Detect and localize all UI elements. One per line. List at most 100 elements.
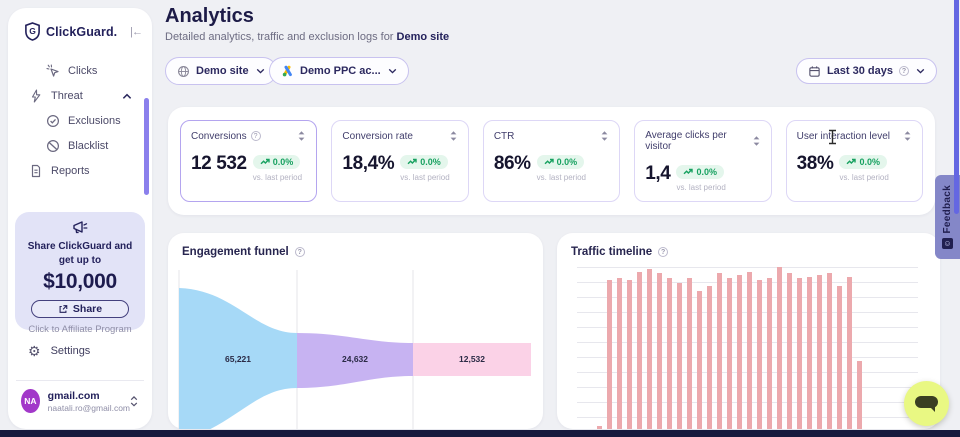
- traffic-bar: [627, 279, 632, 429]
- site-selector-label: Demo site: [196, 65, 249, 77]
- traffic-bar: [667, 278, 672, 429]
- sidebar-scrollbar[interactable]: [144, 98, 149, 195]
- kpi-change-value: 0.0%: [272, 157, 294, 167]
- trend-up-icon: [544, 158, 554, 166]
- site-selector[interactable]: Demo site: [165, 57, 277, 85]
- traffic-bar: [817, 275, 822, 429]
- promo-amount: $10,000: [43, 270, 117, 293]
- traffic-bar: [747, 271, 752, 429]
- metric-sort-icon[interactable]: [903, 130, 912, 142]
- user-name: gmail.com: [47, 389, 100, 402]
- chat-launcher-button[interactable]: [904, 381, 949, 426]
- google-ads-icon: [281, 65, 294, 77]
- traffic-bar: [677, 283, 682, 429]
- kpi-value: 38%: [796, 153, 834, 174]
- page-subtitle: Detailed analytics, traffic and exclusio…: [165, 31, 450, 43]
- info-icon[interactable]: ?: [899, 66, 909, 76]
- block-circle-icon: [46, 139, 60, 153]
- traffic-bar: [727, 278, 732, 429]
- chevron-down-icon: [388, 68, 397, 74]
- traffic-bar: [687, 278, 692, 429]
- kpi-change-note: vs. last period: [400, 173, 450, 182]
- chevron-up-icon[interactable]: [122, 93, 132, 100]
- traffic-bar: [607, 279, 612, 429]
- sidebar-item-label: Reports: [51, 165, 90, 177]
- traffic-bar: [697, 291, 702, 429]
- metric-sort-icon[interactable]: [449, 130, 458, 142]
- kpi-change-note: vs. last period: [536, 173, 586, 182]
- sidebar-item-label: Threat: [51, 90, 83, 102]
- kpi-change-value: 0.0%: [859, 157, 880, 167]
- info-icon[interactable]: ?: [250, 131, 261, 141]
- kpi-change-badge: 0.0%: [839, 155, 887, 169]
- metric-sort-icon[interactable]: [752, 135, 761, 147]
- funnel-stage-clicks: [297, 333, 413, 388]
- kpi-change-value: 0.0%: [556, 157, 578, 167]
- kpi-card-average-clicks-per-visitor[interactable]: Average clicks per visitor 1,4 0.0% vs. las…: [634, 120, 772, 202]
- kpi-change-badge: 0.0%: [252, 155, 301, 169]
- date-range-selector[interactable]: Last 30 days ?: [795, 58, 937, 84]
- traffic-bar: [657, 273, 662, 429]
- traffic-bar: [597, 425, 602, 429]
- megaphone-icon: [71, 219, 89, 235]
- user-account-selector[interactable]: NA gmail.com naatali.ro@gmail.com: [21, 389, 144, 413]
- kpi-card-conversions[interactable]: Conversions? 12 532 0.0% vs. last period: [180, 120, 318, 202]
- traffic-bar: [637, 271, 642, 429]
- kpi-card-user-interaction-level[interactable]: User interaction level 38% 0.0% vs. last pe…: [785, 120, 924, 202]
- funnel-stage-label: 12,532: [459, 354, 485, 364]
- traffic-bar: [827, 273, 832, 429]
- smiley-icon: ☺: [942, 238, 953, 250]
- share-button[interactable]: Share: [31, 300, 129, 318]
- page-scrollbar[interactable]: [954, 0, 959, 214]
- traffic-bar: [837, 286, 842, 429]
- sidebar-item-blacklist[interactable]: Blacklist: [8, 135, 146, 157]
- metric-sort-icon[interactable]: [600, 130, 609, 142]
- svg-text:G: G: [29, 26, 36, 36]
- external-link-icon: [58, 304, 68, 314]
- promo-text-line2: get up to: [58, 254, 102, 266]
- cursor-click-icon: [46, 64, 60, 78]
- chat-bubble-tail: [930, 407, 935, 412]
- kpi-change-badge: 0.0%: [400, 155, 448, 169]
- sidebar-item-clicks[interactable]: Clicks: [8, 60, 146, 82]
- kpi-value: 86%: [493, 153, 531, 174]
- timeline-title-row: Traffic timeline ?: [571, 246, 669, 258]
- sidebar-item-exclusions[interactable]: Exclusions: [8, 110, 146, 132]
- kpi-label: Conversion rate: [342, 130, 413, 142]
- logo-row: G ClickGuard. |←: [24, 22, 143, 41]
- ppc-account-selector[interactable]: Demo PPC ac...: [269, 57, 409, 85]
- bottom-window-edge: [0, 430, 960, 437]
- settings-label: Settings: [50, 345, 91, 357]
- sidebar-item-threat[interactable]: Threat: [8, 85, 146, 107]
- timeline-bars: [597, 267, 862, 429]
- traffic-bar: [617, 278, 622, 429]
- sidebar-divider: [16, 380, 144, 381]
- trend-up-icon: [407, 158, 417, 166]
- funnel-title-row: Engagement funnel ?: [182, 246, 305, 258]
- trend-up-icon: [846, 158, 857, 166]
- ppc-account-label: Demo PPC ac...: [300, 65, 381, 77]
- sidebar-item-settings[interactable]: ⚙ Settings: [28, 344, 90, 358]
- kpi-panel: Conversions? 12 532 0.0% vs. last period Con…: [168, 107, 935, 215]
- sidebar-item-label: Blacklist: [68, 140, 109, 152]
- text-cursor: [829, 129, 836, 145]
- info-icon[interactable]: ?: [294, 247, 305, 257]
- clickguard-logo-icon: G: [24, 22, 41, 41]
- timeline-title: Traffic timeline: [571, 246, 653, 258]
- kpi-card-conversion-rate[interactable]: Conversion rate 18,4% 0.0% vs. last period: [331, 120, 469, 202]
- sidebar-item-reports[interactable]: Reports: [8, 160, 146, 182]
- info-icon[interactable]: ?: [658, 247, 669, 257]
- chevron-updown-icon: [130, 395, 138, 407]
- funnel-chart: [178, 270, 531, 429]
- engagement-funnel-panel: Engagement funnel ? 65,221 24,632 12,532: [168, 233, 543, 429]
- page-title: Analytics: [165, 5, 254, 27]
- sidebar-item-label: Exclusions: [68, 115, 121, 127]
- kpi-change-note: vs. last period: [676, 183, 726, 192]
- kpi-card-ctr[interactable]: CTR 86% 0.0% vs. last period: [482, 120, 621, 202]
- traffic-bar: [847, 276, 852, 429]
- sidebar-item-label: Clicks: [68, 65, 98, 77]
- metric-sort-icon[interactable]: [297, 130, 306, 142]
- kpi-change-note: vs. last period: [839, 173, 889, 182]
- collapse-sidebar-icon[interactable]: |←: [130, 25, 143, 38]
- kpi-value: 18,4%: [342, 153, 395, 174]
